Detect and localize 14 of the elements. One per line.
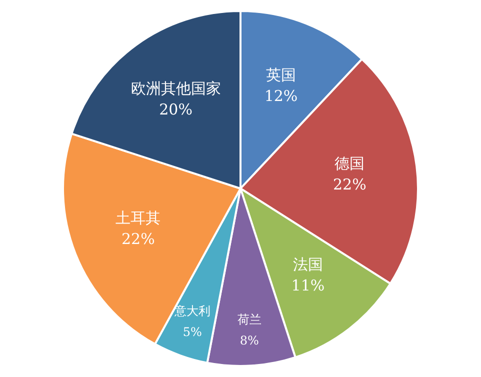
slice-label: 德国 bbox=[334, 154, 365, 173]
slice-label: 土耳其 bbox=[116, 208, 161, 227]
data-label: 11% bbox=[291, 276, 325, 294]
data-label: 12% bbox=[264, 87, 298, 106]
data-label: 22% bbox=[122, 230, 155, 248]
data-label: 5% bbox=[182, 325, 202, 340]
data-label: 22% bbox=[333, 176, 366, 194]
slice-label: 英国 bbox=[266, 66, 296, 84]
slice-label: 法国 bbox=[292, 255, 323, 274]
data-label: 8% bbox=[240, 333, 259, 348]
slice-label: 欧洲其他国家 bbox=[130, 79, 221, 98]
slice-label: 意大利 bbox=[173, 304, 210, 318]
data-label: 20% bbox=[159, 100, 192, 118]
slice-label: 荷兰 bbox=[237, 312, 262, 326]
